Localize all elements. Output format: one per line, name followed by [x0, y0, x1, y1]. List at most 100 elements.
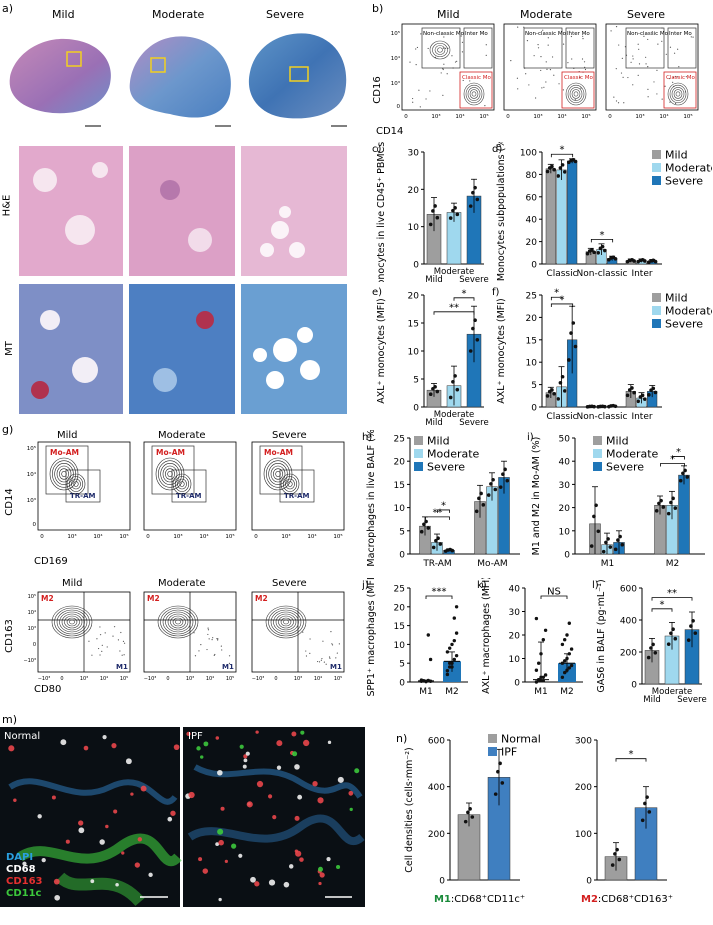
cell-dot [78, 820, 84, 826]
event-dot [446, 73, 448, 75]
event-dot [123, 642, 126, 644]
data-point [613, 852, 617, 856]
legend-label: Mild [665, 149, 688, 162]
y-tick-label: 15 [394, 481, 405, 491]
gate-tram [65, 469, 101, 503]
group-label-moderate-g: Moderate [158, 430, 206, 441]
data-point [552, 391, 556, 396]
event-dot [672, 81, 674, 83]
y-tick-label: 400 [620, 617, 637, 627]
data-point [498, 761, 502, 766]
data-point [471, 190, 475, 195]
event-dot [419, 106, 421, 108]
cell-dot [78, 827, 85, 834]
legend-swatch [652, 176, 661, 185]
contour [432, 42, 448, 58]
y-tick-label: 300 [575, 737, 592, 747]
data-point [428, 392, 433, 397]
cell-dot [113, 809, 118, 814]
event-dot [543, 86, 545, 88]
event-dot [570, 35, 573, 38]
event-dot [541, 87, 543, 89]
contour [160, 463, 180, 485]
flow-g-xlabel: CD169 [34, 556, 68, 567]
he-moderate [129, 146, 235, 276]
data-point [661, 505, 666, 509]
event-dot [221, 649, 223, 651]
event-dot [198, 650, 200, 652]
event-dot [122, 640, 125, 642]
x-caption: M1:CD68⁺CD11c⁺ [434, 894, 525, 905]
y-tick-label: 200 [620, 649, 637, 659]
y-tick-label: 10 [408, 348, 420, 358]
event-dot [615, 68, 617, 70]
flow-b-xtick: 0 [404, 114, 408, 120]
contour [268, 607, 304, 637]
panel-label-g: g) [2, 423, 14, 436]
data-point [669, 500, 673, 505]
data-point [645, 795, 649, 799]
contour [465, 84, 483, 104]
event-dot [305, 655, 308, 657]
data-point [545, 394, 550, 398]
flow-g-xtick: 0 [146, 534, 150, 540]
y-axis-label: AXL⁺ monocytes (MFI) [376, 298, 387, 404]
data-point [646, 655, 651, 660]
event-dot [461, 41, 464, 43]
chart-l: l) 0 200 400 600 GAS6 in BALF (pg·mL⁻¹) MildMo… [592, 579, 707, 705]
cell-dot [220, 806, 225, 811]
y-tick-label: 10 [559, 527, 571, 537]
cell-dot [312, 781, 318, 787]
x-tick-label: M1 [534, 687, 548, 697]
gate-tram-label: TR-AM [70, 492, 95, 500]
gate-classic [459, 71, 493, 109]
panel-label: i) [527, 432, 534, 443]
legend-swatch [593, 436, 602, 445]
data-point [448, 395, 453, 400]
group-label-mild-b: Mild [437, 8, 460, 21]
contour [167, 471, 173, 477]
x-caption-markers: :CD68⁺CD11c⁺ [451, 894, 525, 905]
event-dot [220, 645, 222, 647]
event-dot [510, 60, 512, 62]
event-dot [579, 76, 581, 78]
data-point [632, 259, 636, 263]
data-point [649, 646, 653, 650]
contour [61, 471, 67, 477]
contour [265, 605, 307, 639]
data-point [452, 638, 456, 643]
data-point [503, 467, 507, 472]
data-point [436, 536, 440, 541]
gate-tram-label: TR-AM [176, 492, 201, 500]
data-point [691, 619, 695, 623]
tissue-severe [248, 33, 347, 119]
data-point [640, 393, 645, 398]
cell-dot [90, 879, 95, 884]
contour [275, 613, 297, 631]
contour [571, 89, 581, 99]
event-dot [674, 102, 677, 105]
contour [280, 617, 292, 627]
flow-g-xtick: 0 [40, 534, 44, 540]
data-point [463, 819, 468, 824]
cell-dot [134, 862, 141, 868]
data-point [590, 248, 594, 252]
y-axis-label: Monocytes subpopulations (%) [496, 142, 507, 281]
flow-g2-xlabel: CD80 [34, 684, 61, 695]
data-point [563, 670, 567, 675]
data-point [534, 668, 539, 672]
contour [52, 460, 76, 488]
legend-swatch [652, 150, 661, 159]
sig-bracket [651, 608, 673, 612]
flow-g2-xtick: 10⁵ [120, 676, 128, 682]
contour [54, 463, 74, 485]
legend-label: Severe [427, 461, 465, 474]
y-tick-label: 200 [428, 830, 445, 840]
cell-dot [218, 839, 224, 846]
event-dot [217, 639, 219, 641]
cell-dot [115, 882, 119, 887]
x-tick-label: Inter [631, 269, 652, 279]
event-dot [485, 54, 487, 56]
data-point [563, 389, 567, 393]
sig-bracket [540, 595, 568, 599]
